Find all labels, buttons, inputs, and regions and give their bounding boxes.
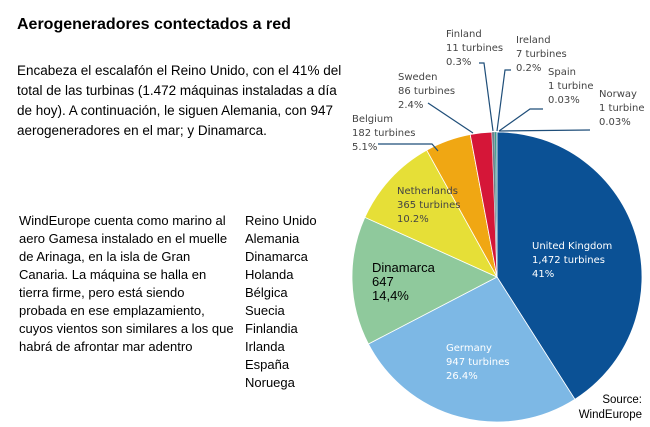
- pie-slice-germany: [367, 276, 576, 423]
- slice-label-line: 1 turbine: [599, 103, 645, 114]
- slice-label-line: 11 turbines: [446, 43, 503, 54]
- slice-label-line: 947 turbines: [446, 357, 509, 368]
- slice-label-line: Netherlands: [397, 186, 458, 197]
- pie-slice-united-kingdom: [496, 131, 643, 400]
- slice-label: Dinamarca 647 14,4%: [372, 260, 436, 303]
- slice-label: Ireland 7 turbines 0.2%: [516, 35, 567, 74]
- country-list-item: Holanda: [245, 267, 294, 282]
- leader-line: [498, 108, 543, 132]
- description-text: WindEurope cuenta como marino al aero Ga…: [19, 213, 234, 354]
- leader-line: [496, 69, 511, 132]
- slice-label: Germany 947 turbines 26.4%: [446, 343, 509, 382]
- slice-label: Netherlands 365 turbines 10.2%: [397, 186, 460, 225]
- country-list-item: Noruega: [245, 375, 295, 390]
- source-label: Source:: [602, 394, 642, 406]
- slice-label-line: Germany: [446, 343, 492, 354]
- slice-label: United Kingdom 1,472 turbines 41%: [532, 241, 612, 280]
- slice-label-line: 0.3%: [446, 57, 471, 68]
- slice-label-line: 5.1%: [352, 142, 377, 153]
- country-list-item: Suecia: [245, 303, 285, 318]
- slice-label-line: 1 turbine: [548, 81, 594, 92]
- country-list-item: Finlandia: [245, 321, 298, 336]
- slice-label-line: 26.4%: [446, 371, 478, 382]
- country-list-item: Alemania: [245, 231, 300, 246]
- slice-label-line: 86 turbines: [398, 86, 455, 97]
- slice-label-line: 182 turbines: [352, 128, 415, 139]
- slice-label-line: Finland: [446, 29, 482, 40]
- slice-label-line: 0.2%: [516, 63, 541, 74]
- slice-label-line: 2.4%: [398, 100, 423, 111]
- country-list-item: Irlanda: [245, 339, 285, 354]
- slice-label: Belgium 182 turbines 5.1%: [352, 114, 415, 153]
- slice-label: Finland 11 turbines 0.3%: [446, 29, 503, 68]
- country-list-item: Reino Unido: [245, 213, 317, 228]
- slice-label-line: 647: [372, 274, 394, 289]
- source-note: Source: WindEurope: [579, 393, 642, 423]
- source-name: WindEurope: [578, 409, 642, 421]
- slice-label-line: Ireland: [516, 35, 551, 46]
- leader-line: [479, 62, 494, 132]
- slice-label-line: 14,4%: [372, 288, 409, 303]
- leader-line: [378, 143, 439, 152]
- pie-slice-dinamarca: [351, 216, 498, 345]
- country-list: Reino Unido Alemania Dinamarca Holanda Bélgi…: [245, 212, 317, 392]
- slice-label-line: 41%: [532, 269, 554, 280]
- slice-label-line: Norway: [599, 89, 637, 100]
- pie-slice-netherlands: [364, 149, 498, 278]
- slice-label-line: 7 turbines: [516, 49, 567, 60]
- slice-label-line: 365 turbines: [397, 200, 460, 211]
- slice-label-line: 0.03%: [548, 95, 580, 106]
- slice-label-line: 1,472 turbines: [532, 255, 605, 266]
- slice-label-line: Dinamarca: [372, 260, 436, 275]
- slice-label-line: Spain: [548, 67, 576, 78]
- country-list-item: Dinamarca: [245, 249, 308, 264]
- leader-line: [498, 129, 591, 132]
- slice-label: Sweden 86 turbines 2.4%: [398, 72, 455, 111]
- slice-label: Norway 1 turbine 0.03%: [599, 89, 645, 128]
- slice-label: Spain 1 turbine 0.03%: [548, 67, 594, 106]
- intro-text: Encabeza el escalafón el Reino Unido, co…: [17, 63, 342, 138]
- slice-label-line: Belgium: [352, 114, 393, 125]
- leader-line: [427, 102, 474, 134]
- country-list-item: España: [245, 357, 290, 372]
- country-list-item: Bélgica: [245, 285, 288, 300]
- slice-label-line: United Kingdom: [532, 241, 612, 252]
- slice-label-line: 0.03%: [599, 117, 631, 128]
- slice-label-line: 10.2%: [397, 214, 429, 225]
- chart-title: Aerogeneradores contectados a red: [17, 16, 291, 33]
- slice-label-line: Sweden: [398, 72, 438, 83]
